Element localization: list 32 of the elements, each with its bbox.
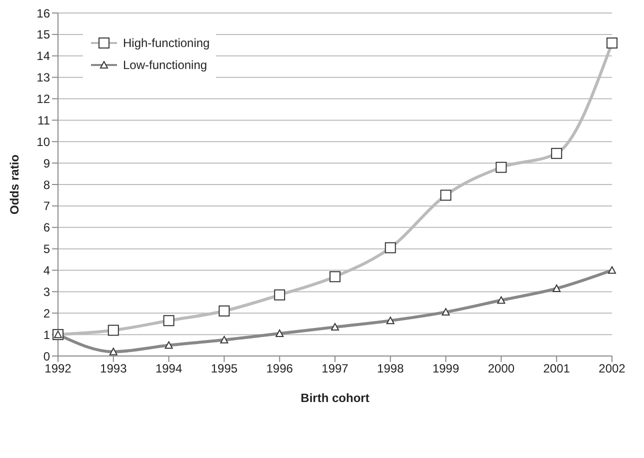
y-tick-label: 2	[43, 306, 50, 320]
y-axis-title: Odds ratio	[7, 154, 22, 215]
y-tick-label: 12	[36, 92, 50, 106]
y-tick-label: 13	[36, 70, 50, 85]
y-tick-label: 0	[43, 349, 50, 364]
x-axis-title: Birth cohort	[300, 391, 370, 405]
y-tick-label: 7	[43, 199, 50, 214]
y-tick-label: 9	[43, 156, 50, 170]
y-tick-label: 8	[43, 178, 50, 192]
x-tick-label: 2002	[598, 362, 626, 376]
y-tick-label: 6	[43, 220, 50, 235]
x-tick-label: 1997	[322, 362, 349, 376]
y-tick-label: 10	[36, 134, 50, 149]
y-tick-label: 11	[38, 113, 50, 128]
y-tick-label: 14	[36, 49, 50, 64]
x-tick-label: 1994	[155, 362, 182, 376]
legend-label: High-functioning	[123, 36, 210, 50]
y-tick-label: 16	[36, 6, 50, 20]
y-tick-label: 1	[43, 328, 50, 342]
y-tick-label: 15	[36, 28, 50, 42]
x-tick-label: 2000	[488, 362, 515, 376]
x-tick-label: 1995	[210, 362, 238, 376]
x-tick-label: 1992	[44, 362, 72, 376]
y-tick-label: 3	[43, 284, 50, 299]
x-tick-label: 1993	[100, 362, 128, 376]
y-tick-label: 5	[43, 242, 50, 256]
x-tick-label: 2001	[543, 362, 570, 376]
x-tick-label: 1996	[266, 362, 294, 376]
x-tick-label: 1998	[377, 362, 404, 376]
x-tick-label: 1999	[432, 362, 460, 376]
legend-label: Low-functioning	[123, 58, 208, 72]
y-tick-label: 4	[43, 264, 50, 278]
